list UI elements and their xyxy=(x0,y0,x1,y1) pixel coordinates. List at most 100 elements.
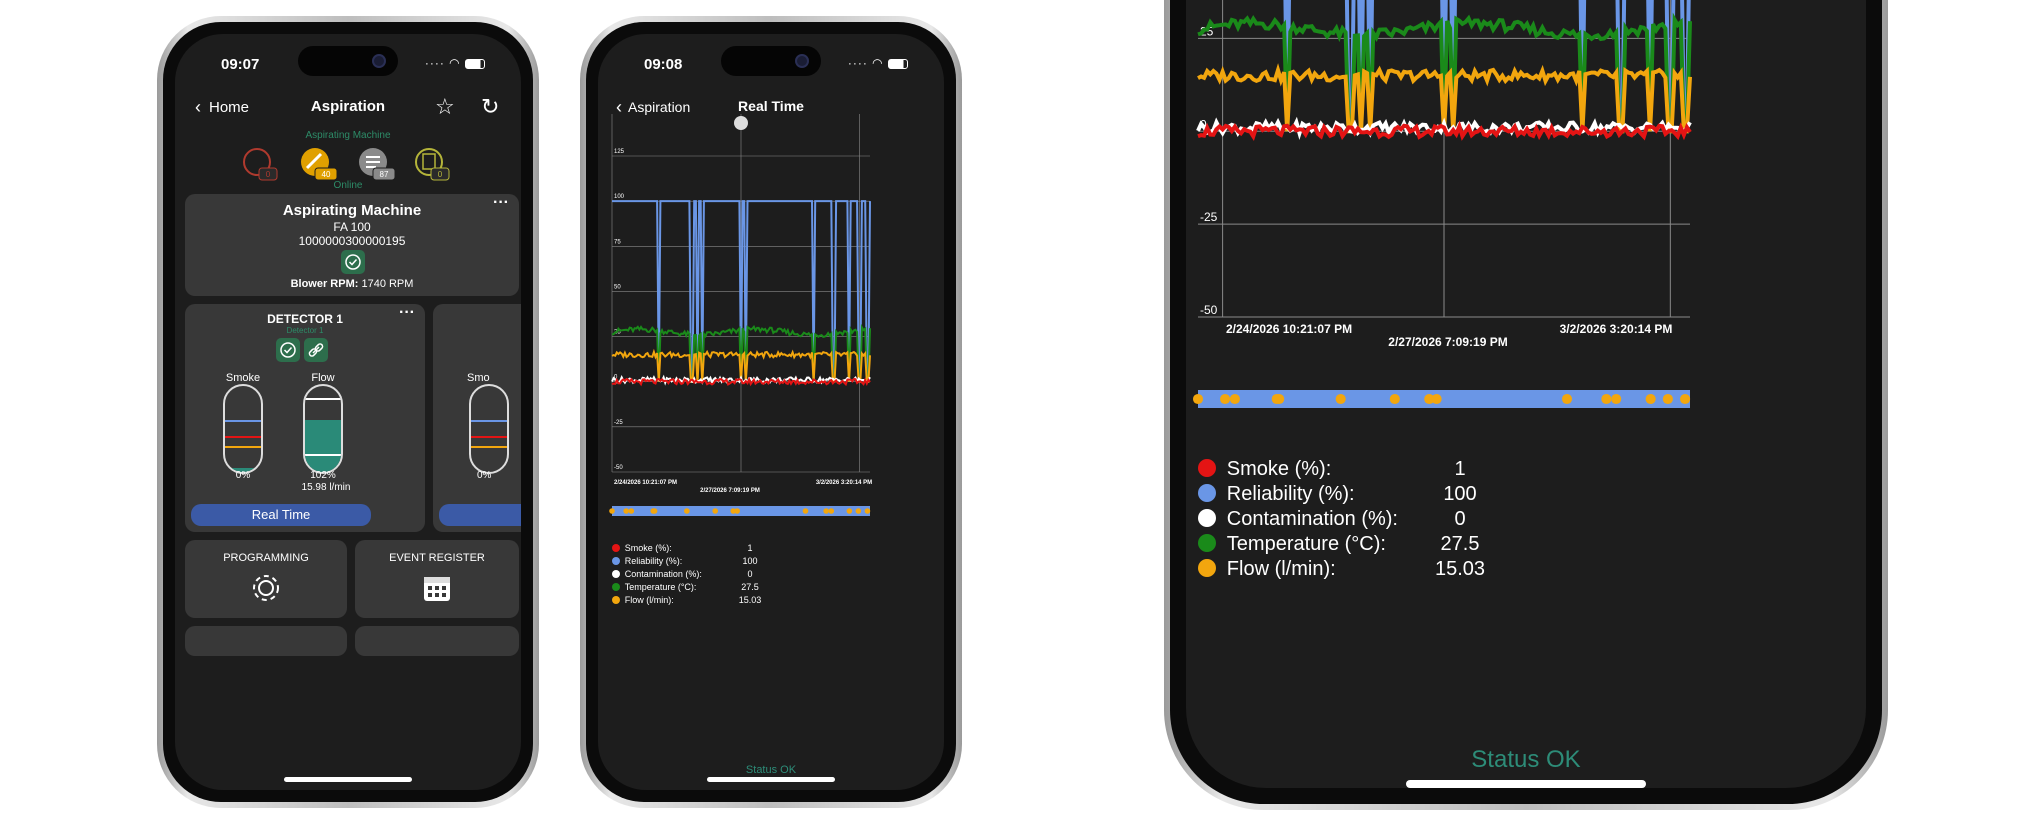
gear-icon xyxy=(248,570,284,611)
status-ok: Status OK xyxy=(745,764,797,776)
partial-smoke-value: 0% xyxy=(477,470,492,481)
partial-smoke-gauge xyxy=(469,384,509,474)
machine-model: FA 100 xyxy=(333,220,371,234)
real-time-button[interactable]: Real Time xyxy=(191,504,371,526)
status-ok: Status OK xyxy=(1471,746,1581,773)
flow-value: 102% xyxy=(310,470,336,481)
flow-level-top xyxy=(305,398,341,400)
y-tick-label: 0 xyxy=(614,375,618,381)
event-register-label: EVENT REGISTER xyxy=(389,552,485,564)
partial-smoke-level-blue xyxy=(471,420,507,422)
y-tick-label: 125 xyxy=(614,149,625,155)
legend-label: Contamination (%): xyxy=(1227,508,1398,530)
aspiration-screen: 09:07 ···· ◠ ‹ Home Aspiration ☆ ↻ Aspir… xyxy=(175,34,521,790)
status-icons: ···· ◠ xyxy=(425,56,485,70)
legend-value: 100 xyxy=(742,556,757,566)
machine-header: Aspirating Machine xyxy=(305,130,391,141)
event-marker xyxy=(1192,393,1204,405)
back-button[interactable]: ‹ Home xyxy=(195,98,249,116)
event-marker xyxy=(684,508,690,514)
event-marker xyxy=(623,508,629,514)
event-marker xyxy=(828,508,835,514)
blower-label: Blower RPM: xyxy=(290,278,359,290)
y-tick-label: 50 xyxy=(614,284,621,290)
status-badges: 0 40 87 0 xyxy=(235,144,465,184)
smoke-value: 0% xyxy=(235,470,251,481)
legend-label: Temperature (°C): xyxy=(625,582,697,592)
y-tick-label: -25 xyxy=(614,420,623,426)
legend-value: 100 xyxy=(1443,483,1476,505)
event-marker xyxy=(1645,393,1656,405)
more-options-icon[interactable]: ··· xyxy=(399,304,415,321)
next-tile-left[interactable] xyxy=(185,626,347,656)
programming-tile[interactable]: PROGRAMMING xyxy=(185,540,347,618)
back-label: Aspiration xyxy=(628,99,691,115)
event-marker xyxy=(1611,393,1622,405)
legend-label: Contamination (%): xyxy=(625,569,702,579)
event-register-tile[interactable]: EVENT REGISTER xyxy=(355,540,519,618)
signal-icon: ···· xyxy=(424,56,445,70)
status-time: 09:08 xyxy=(644,56,683,73)
badge-icons: 0 40 87 0 xyxy=(243,148,450,181)
series-line-contamination xyxy=(611,374,871,386)
wifi-icon: ◠ xyxy=(449,56,461,70)
legend-dot xyxy=(612,570,620,578)
alarm-bell-icon: 0 xyxy=(243,148,278,181)
home-indicator xyxy=(707,777,835,782)
favorite-star-icon[interactable]: ☆ xyxy=(435,94,455,119)
event-marker xyxy=(855,508,862,514)
phone-frame-2: 09:08 ···· ◠ ‹ Aspiration Real Time 125 1… xyxy=(580,16,962,808)
legend-label: Reliability (%): xyxy=(625,556,683,566)
x-tick-label: 2/24/2026 10:21:07 PM xyxy=(1226,322,1352,336)
event-marker xyxy=(1601,393,1612,405)
flow-rate: 15.98 l/min xyxy=(301,482,351,493)
y-tick-label: -25 xyxy=(1200,210,1218,224)
back-button[interactable]: ‹ Aspiration xyxy=(616,98,690,116)
legend-dot xyxy=(1198,559,1216,577)
status-icons: ···· ◠ xyxy=(848,56,908,70)
next-tile-right[interactable] xyxy=(355,626,519,656)
partial-real-time-button[interactable] xyxy=(439,504,521,526)
event-timeline-bar xyxy=(612,506,870,516)
event-marker xyxy=(1274,393,1285,405)
smoke-level-blue xyxy=(225,420,261,422)
x-tick-label: 2/27/2026 7:09:19 PM xyxy=(1388,335,1507,349)
smoke-level-orange xyxy=(225,446,261,448)
svg-text:0: 0 xyxy=(266,170,271,179)
series-line-contamination xyxy=(1196,116,1692,140)
battery-icon xyxy=(888,58,908,69)
event-marker xyxy=(1424,393,1435,405)
smoke-level-red xyxy=(225,436,261,438)
y-tick-label: -50 xyxy=(614,465,623,471)
event-marker xyxy=(846,508,853,514)
event-marker xyxy=(1335,393,1346,405)
legend-value: 0 xyxy=(747,569,752,579)
detector-card[interactable]: ··· DETECTOR 1 Detector 1 Smoke 0% Flow xyxy=(185,304,425,532)
svg-text:87: 87 xyxy=(380,170,389,179)
event-marker xyxy=(734,508,740,514)
programming-label: PROGRAMMING xyxy=(223,552,309,564)
more-options-icon[interactable]: ··· xyxy=(493,194,509,211)
legend-label: Flow (l/min): xyxy=(625,595,674,605)
legend-value: 27.5 xyxy=(741,582,759,592)
online-label: Online xyxy=(333,180,363,191)
machine-card[interactable]: ··· Aspirating Machine FA 100 1000000300… xyxy=(185,194,519,296)
detector-ok-icon xyxy=(276,338,300,362)
legend-value: 15.03 xyxy=(739,595,762,605)
home-indicator xyxy=(284,777,412,782)
detector-card-next[interactable]: Smo 0% xyxy=(433,304,521,532)
event-marker xyxy=(1229,393,1240,405)
event-marker xyxy=(730,508,737,514)
legend-dot xyxy=(1198,484,1216,502)
event-marker xyxy=(864,508,871,514)
x-tick-label: 3/2/2026 3:20:14 PM xyxy=(816,480,872,486)
refresh-icon[interactable]: ↻ xyxy=(481,94,500,119)
status-time: 09:07 xyxy=(221,56,260,73)
event-marker xyxy=(1431,393,1442,405)
svg-text:40: 40 xyxy=(322,170,331,179)
x-tick-label: 2/27/2026 7:09:19 PM xyxy=(700,488,760,494)
battery-icon xyxy=(465,58,485,69)
